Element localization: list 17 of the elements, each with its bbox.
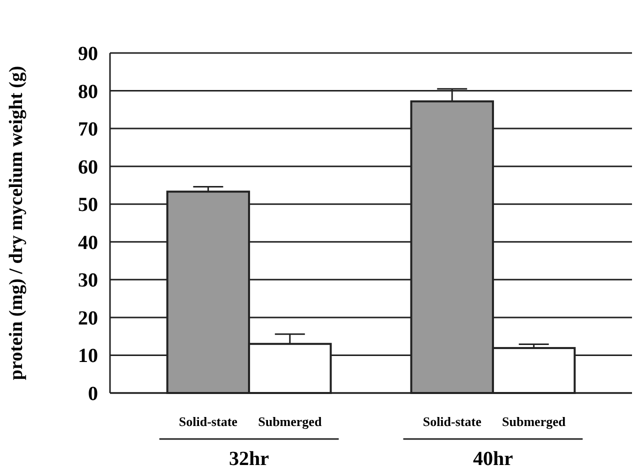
y-tick-label: 40 xyxy=(78,232,98,254)
y-tick-label: 10 xyxy=(78,345,98,368)
y-tick-label: 80 xyxy=(78,80,98,103)
text: Submerged xyxy=(502,414,566,429)
y-tick-label: 20 xyxy=(78,307,98,330)
x-tick-label: 32hr xyxy=(229,448,270,470)
text: Solid-state xyxy=(422,414,482,429)
series-label: Submerged xyxy=(258,414,322,429)
x-tick-label: 40hr xyxy=(472,448,514,470)
y-tick-label: 70 xyxy=(78,118,98,141)
y-tick-label: 60 xyxy=(78,156,98,178)
y-axis-title: protein (mg) / dry mycelium weight (g) xyxy=(6,66,27,380)
y-tick-label: 0 xyxy=(88,383,98,405)
y-tick-label: 90 xyxy=(78,43,98,65)
y-tick-label: 50 xyxy=(78,194,98,216)
y-tick-label: 30 xyxy=(78,270,98,292)
series-label: Solid-state xyxy=(178,414,238,429)
